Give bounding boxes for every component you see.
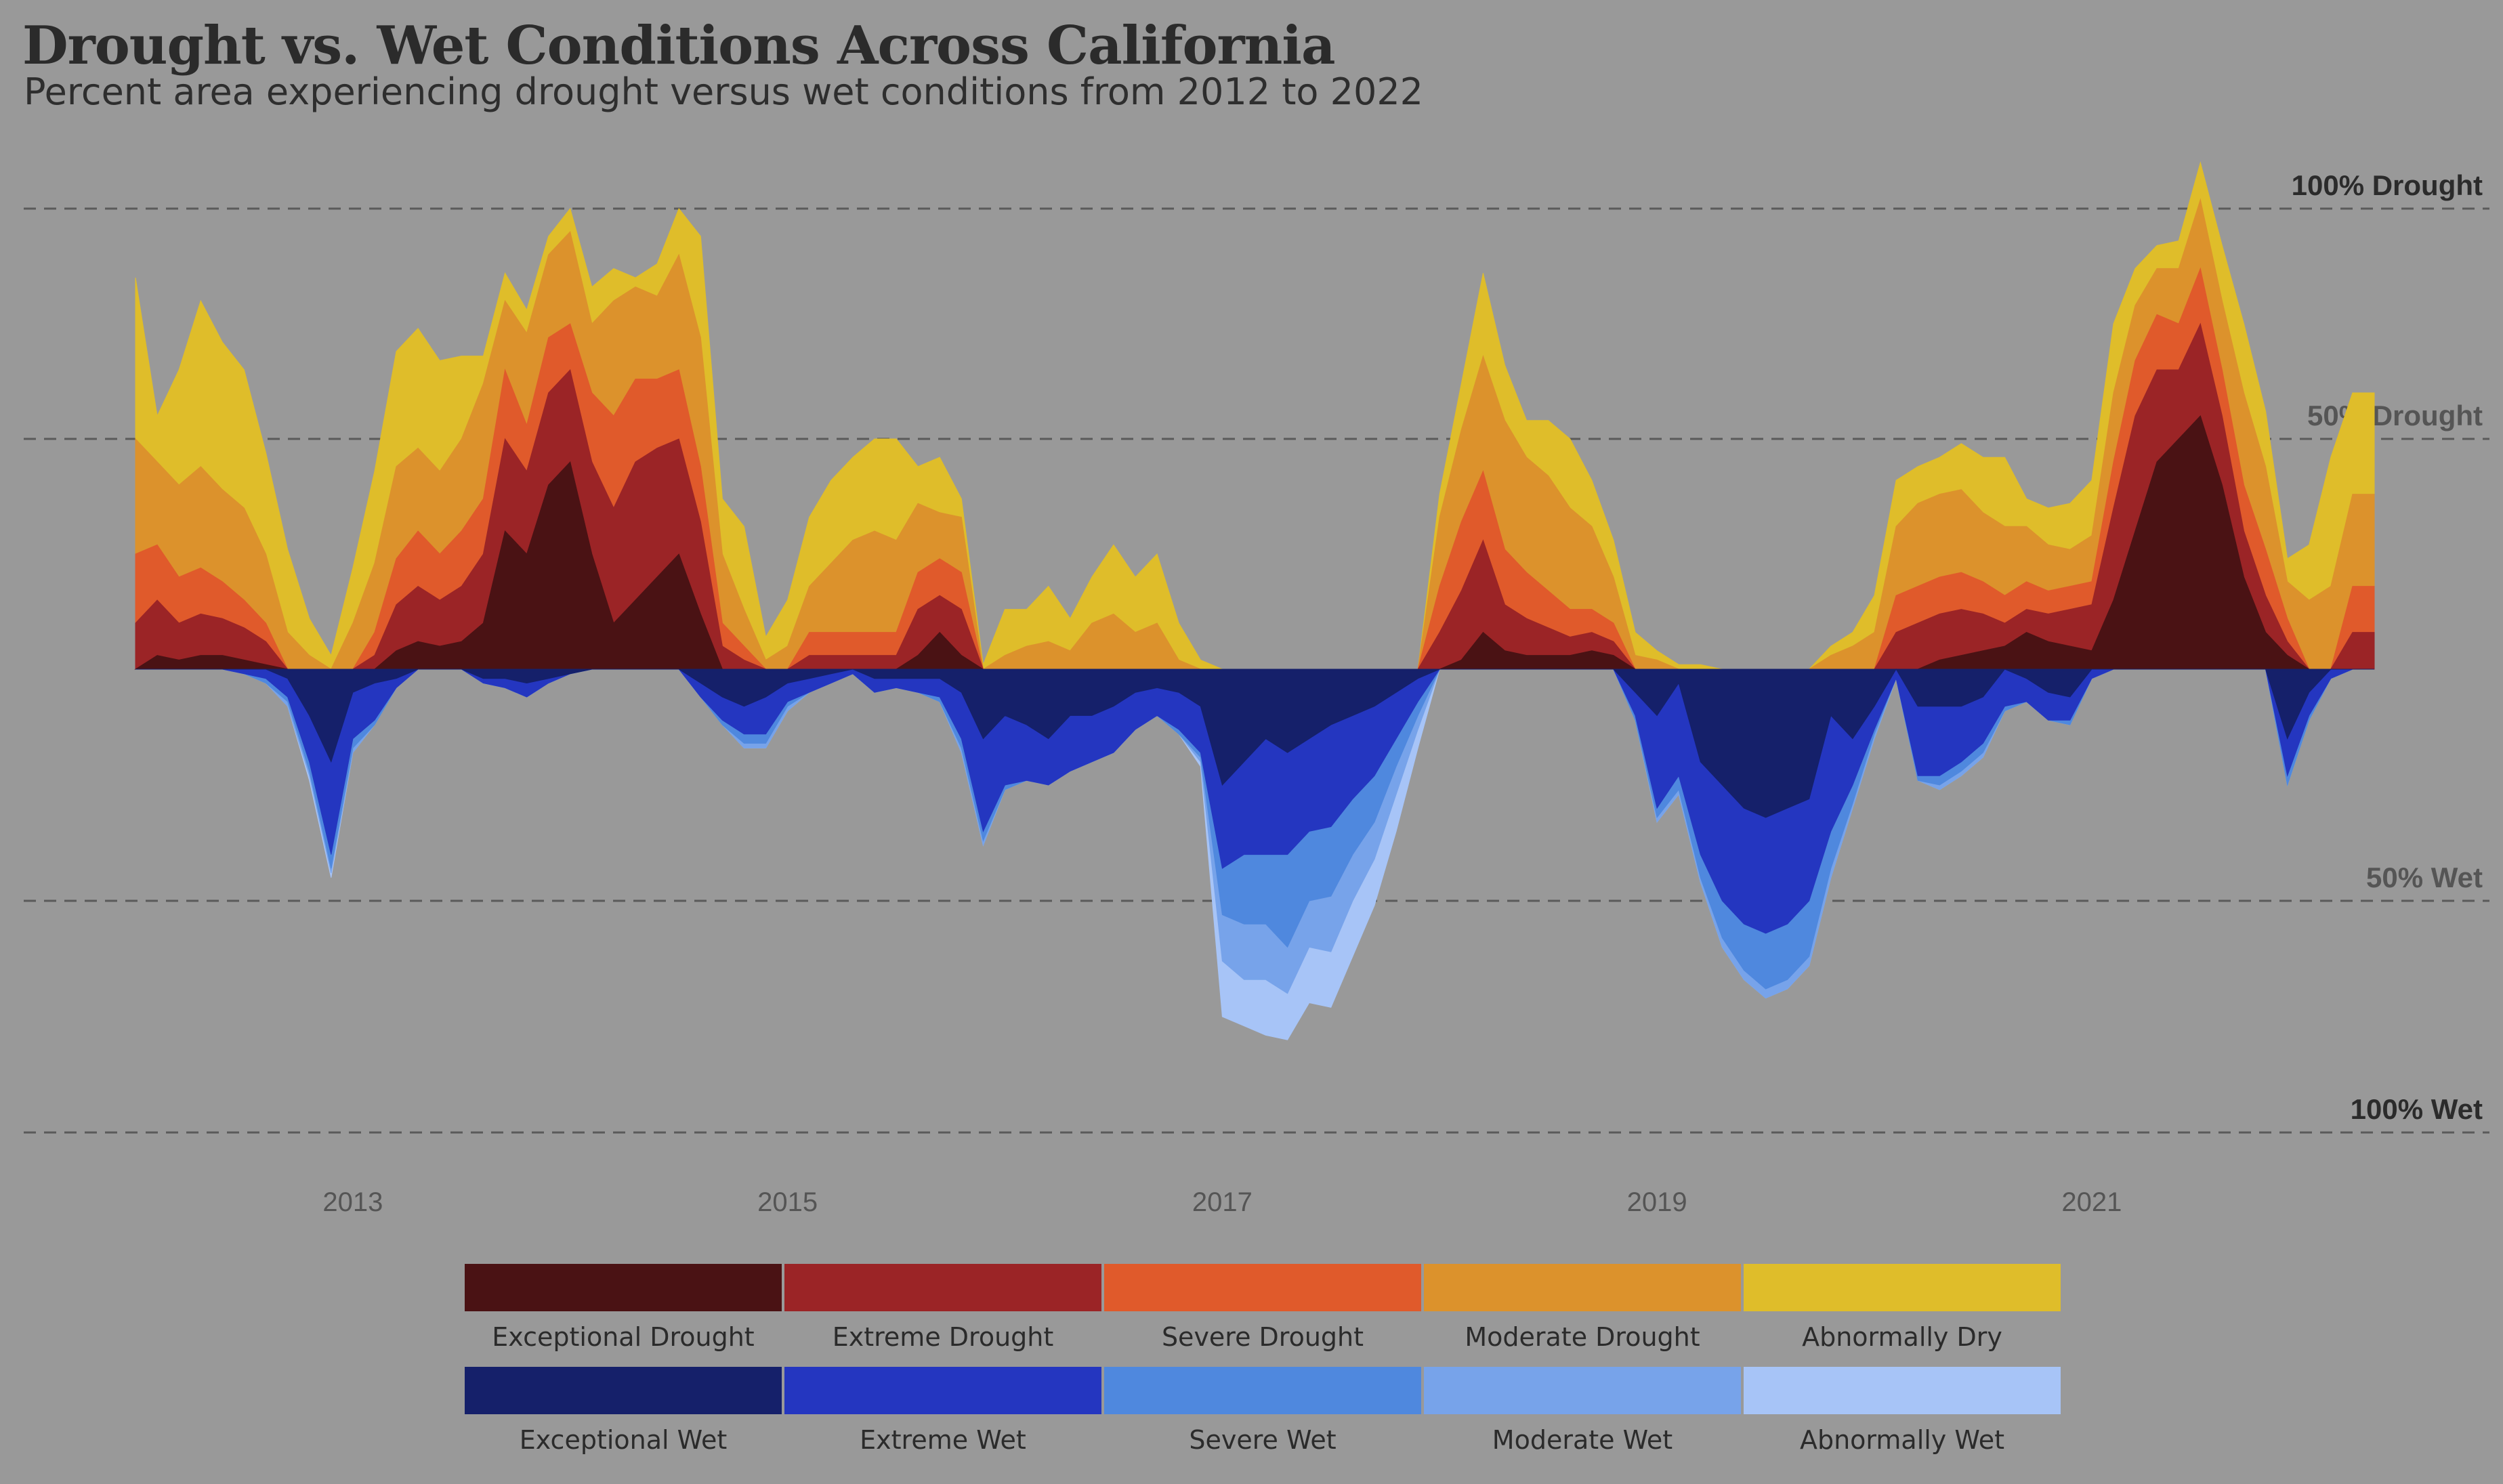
legend-swatch bbox=[784, 1367, 1101, 1414]
legend-item: Exceptional Drought bbox=[463, 1264, 783, 1352]
legend-item: Abnormally Wet bbox=[1742, 1367, 2062, 1455]
legend-item: Moderate Wet bbox=[1423, 1367, 1742, 1455]
legend-item: Extreme Wet bbox=[783, 1367, 1103, 1455]
legend-item: Moderate Drought bbox=[1423, 1264, 1742, 1352]
chart-title: Drought vs. Wet Conditions Across Califo… bbox=[22, 15, 1335, 77]
grid-line-label: 50% Drought bbox=[2307, 400, 2483, 431]
x-tick-label: 2021 bbox=[2061, 1187, 2122, 1217]
legend-swatch bbox=[1744, 1367, 2061, 1414]
legend-swatch bbox=[1104, 1264, 1421, 1311]
legend-label: Extreme Wet bbox=[860, 1425, 1026, 1455]
legend-swatch bbox=[465, 1367, 782, 1414]
legend-swatch bbox=[1104, 1367, 1421, 1414]
legend-swatch bbox=[1424, 1367, 1741, 1414]
legend-item: Severe Wet bbox=[1103, 1367, 1423, 1455]
legend-row-wet: Exceptional Wet Extreme Wet Severe Wet M… bbox=[463, 1367, 2062, 1455]
legend-item: Exceptional Wet bbox=[463, 1367, 783, 1455]
grid-line-label: 100% Wet bbox=[2351, 1093, 2483, 1125]
legend-label: Abnormally Dry bbox=[1802, 1322, 2002, 1352]
x-tick-label: 2013 bbox=[322, 1187, 383, 1217]
legend-swatch bbox=[465, 1264, 782, 1311]
chart-subtitle: Percent area experiencing drought versus… bbox=[24, 70, 1424, 113]
legend-row-drought: Exceptional Drought Extreme Drought Seve… bbox=[463, 1264, 2062, 1352]
legend-item: Abnormally Dry bbox=[1742, 1264, 2062, 1352]
area-exceptional-wet bbox=[135, 669, 2374, 818]
legend-swatch bbox=[1424, 1264, 1741, 1311]
legend-label: Severe Wet bbox=[1189, 1425, 1337, 1455]
legend-label: Moderate Wet bbox=[1492, 1425, 1673, 1455]
x-tick-label: 2015 bbox=[757, 1187, 818, 1217]
grid-line-label: 100% Drought bbox=[2292, 169, 2483, 201]
legend-item: Extreme Drought bbox=[783, 1264, 1103, 1352]
x-tick-label: 2019 bbox=[1627, 1187, 1687, 1217]
legend-label: Extreme Drought bbox=[832, 1322, 1054, 1352]
legend-label: Abnormally Wet bbox=[1799, 1425, 2004, 1455]
legend-label: Exceptional Wet bbox=[519, 1425, 728, 1455]
x-tick-label: 2017 bbox=[1192, 1187, 1253, 1217]
legend-swatch bbox=[1744, 1264, 2061, 1311]
legend-item: Severe Drought bbox=[1103, 1264, 1423, 1352]
legend-label: Moderate Drought bbox=[1465, 1322, 1700, 1352]
grid-line-label: 50% Wet bbox=[2366, 862, 2483, 893]
legend-label: Severe Drought bbox=[1161, 1322, 1364, 1352]
legend-label: Exceptional Drought bbox=[492, 1322, 755, 1352]
legend-swatch bbox=[784, 1264, 1101, 1311]
legend: Exceptional Drought Extreme Drought Seve… bbox=[463, 1264, 2062, 1455]
chart-area: 100% Drought 50% Drought 50% Wet 100% Wet 20… bbox=[24, 161, 2489, 1217]
